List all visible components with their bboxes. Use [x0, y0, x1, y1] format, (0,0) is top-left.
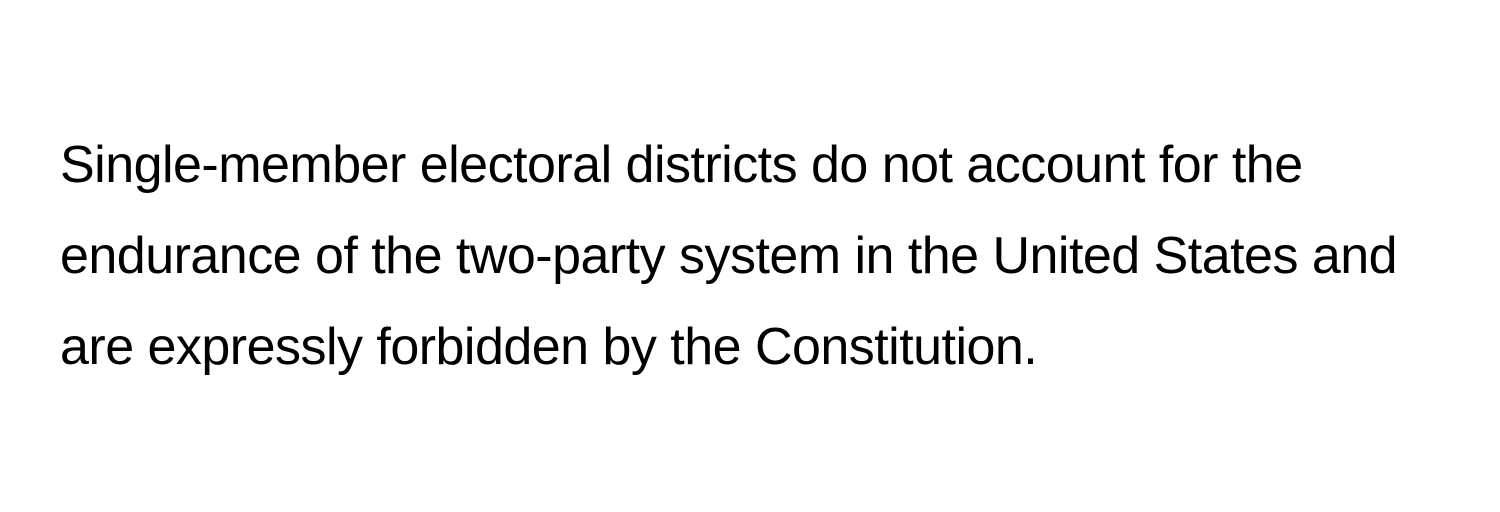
paragraph-text: Single-member electoral districts do not…	[60, 120, 1440, 393]
